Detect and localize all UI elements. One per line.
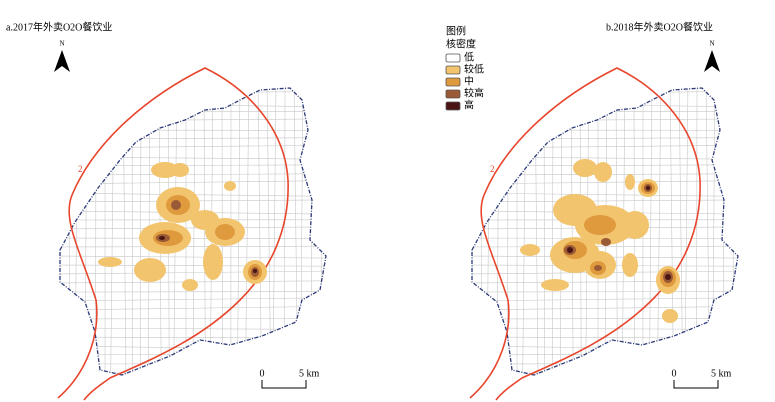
north-label: N <box>709 40 714 48</box>
legend-label: 中 <box>464 74 474 87</box>
legend-swatch <box>445 101 461 111</box>
ring-road-label: 2 <box>78 164 83 174</box>
density-surface <box>520 159 680 323</box>
legend-title: 图例 <box>446 24 466 37</box>
scale-end: 5 km <box>299 368 320 379</box>
legend-swatch <box>445 53 461 63</box>
legend-label: 低 <box>464 50 474 63</box>
scale-start: 0 <box>672 368 677 379</box>
north-label: N <box>59 40 64 48</box>
legend-label: 高 <box>464 98 474 111</box>
scale-bar <box>673 380 719 389</box>
panel-title: a.2017年外卖O2O餐饮业 <box>6 20 112 33</box>
legend-subtitle: 核密度 <box>446 37 476 50</box>
scale-start: 0 <box>260 368 265 379</box>
legend-swatch <box>445 77 461 87</box>
north-arrow <box>704 50 720 72</box>
scale-end: 5 km <box>711 368 732 379</box>
map-panel-a: a.2017年外卖O2O餐饮业 N 2 0 5 km <box>6 20 331 400</box>
legend-label: 较低 <box>464 62 484 75</box>
ring-road-label: 2 <box>490 164 495 174</box>
scale-bar <box>261 380 307 389</box>
legend-swatch <box>445 65 461 75</box>
legend-label: 较高 <box>464 86 484 99</box>
north-arrow <box>54 50 70 72</box>
density-surface <box>98 162 267 291</box>
panel-title: b.2018年外卖O2O餐饮业 <box>606 20 713 33</box>
legend-swatch <box>445 89 461 99</box>
map-panel-b: b.2018年外卖O2O餐饮业 N 2 0 5 km <box>467 20 743 400</box>
